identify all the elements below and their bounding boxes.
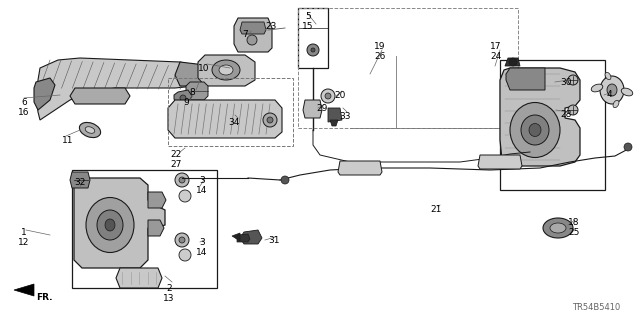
Circle shape [568,75,578,85]
Text: 20: 20 [334,91,346,100]
Polygon shape [175,62,215,86]
Circle shape [179,177,185,183]
Circle shape [509,58,517,66]
Polygon shape [148,192,166,208]
Ellipse shape [607,84,617,96]
Polygon shape [237,234,250,242]
Polygon shape [186,82,208,100]
Polygon shape [240,230,262,244]
Circle shape [247,35,257,45]
Polygon shape [174,90,192,105]
Text: 4: 4 [607,90,612,99]
Text: 11: 11 [62,136,74,145]
Ellipse shape [105,219,115,231]
Polygon shape [70,172,90,188]
Ellipse shape [97,210,123,240]
Circle shape [175,233,189,247]
Polygon shape [303,100,322,118]
Text: 2
13: 2 13 [163,284,175,303]
Ellipse shape [543,218,573,238]
Text: 3
14: 3 14 [196,176,207,196]
Polygon shape [338,161,382,175]
Text: 21: 21 [430,205,442,214]
Ellipse shape [86,197,134,253]
Circle shape [307,44,319,56]
Circle shape [281,176,289,184]
Text: FR.: FR. [36,293,52,301]
Circle shape [179,249,191,261]
Circle shape [179,237,185,243]
Circle shape [568,105,578,115]
Circle shape [179,190,191,202]
Bar [168,78,293,146]
Ellipse shape [510,102,560,158]
Polygon shape [478,155,522,169]
Ellipse shape [521,115,549,145]
Polygon shape [505,58,520,66]
Polygon shape [74,178,165,268]
Polygon shape [232,233,240,241]
Bar [500,60,605,190]
Text: 32: 32 [74,178,85,187]
Text: 33: 33 [339,112,351,121]
Ellipse shape [212,60,240,80]
Text: TR54B5410: TR54B5410 [572,303,620,312]
Polygon shape [34,78,55,110]
Polygon shape [506,68,545,90]
Polygon shape [500,68,580,166]
Text: 5
15: 5 15 [302,12,314,31]
Text: 28: 28 [560,110,572,119]
Circle shape [321,89,335,103]
Text: 17
24: 17 24 [490,42,502,61]
Ellipse shape [605,72,611,80]
Ellipse shape [613,100,619,108]
Circle shape [180,95,186,101]
Polygon shape [328,108,342,122]
Text: 3
14: 3 14 [196,238,207,257]
Circle shape [175,173,189,187]
Text: 30: 30 [560,78,572,87]
Circle shape [624,143,632,151]
Polygon shape [240,22,266,34]
Circle shape [267,117,273,123]
Text: 7: 7 [242,30,248,39]
Polygon shape [198,55,255,86]
Circle shape [263,113,277,127]
Text: 18
25: 18 25 [568,218,579,237]
Polygon shape [14,284,34,296]
Text: 10: 10 [198,64,209,73]
Polygon shape [168,100,282,138]
Ellipse shape [529,123,541,137]
Ellipse shape [85,127,95,133]
Text: 29: 29 [316,104,328,113]
Polygon shape [234,18,272,52]
Ellipse shape [600,76,624,104]
Polygon shape [70,88,130,104]
Text: 8: 8 [189,88,195,97]
Bar [72,170,217,288]
Ellipse shape [550,223,566,233]
Polygon shape [330,120,338,126]
Bar [298,8,328,68]
Text: 6
16: 6 16 [18,98,29,117]
Ellipse shape [219,65,233,75]
Text: 34: 34 [228,118,239,127]
Polygon shape [36,58,215,120]
Circle shape [311,48,315,52]
Ellipse shape [621,88,633,96]
Bar [298,8,518,128]
Text: 1
12: 1 12 [18,228,29,248]
Text: 22
27: 22 27 [170,150,181,169]
Text: 19
26: 19 26 [374,42,385,61]
Text: 9: 9 [183,98,189,107]
Circle shape [325,93,331,99]
Ellipse shape [591,84,603,92]
Polygon shape [148,220,164,236]
Ellipse shape [79,122,100,137]
Polygon shape [116,268,162,288]
Text: 31: 31 [268,236,280,245]
Text: 23: 23 [265,22,276,31]
